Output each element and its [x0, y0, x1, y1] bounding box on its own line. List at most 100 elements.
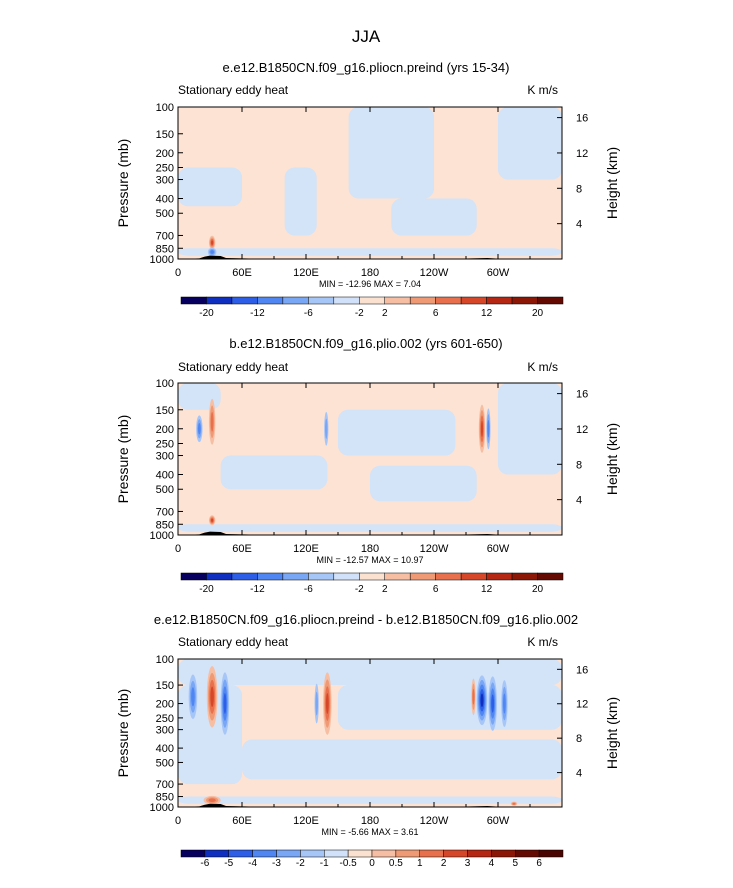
positive-anomaly	[480, 420, 484, 437]
colorbar-swatch	[491, 849, 516, 858]
x-tick-label: 180	[361, 267, 379, 279]
colorbar-swatch	[180, 296, 207, 305]
y-tick-label: 100	[156, 654, 174, 666]
colorbar-label: 6	[433, 584, 439, 595]
y-axis-title: Pressure (mb)	[115, 415, 131, 504]
colorbar-swatch	[308, 572, 335, 581]
negative-region	[284, 167, 317, 236]
x-tick-label: 120E	[293, 267, 319, 279]
height-tick-label: 4	[576, 495, 582, 507]
y-tick-label: 250	[156, 438, 174, 450]
y-tick-label: 400	[156, 470, 174, 482]
colorbar-swatch	[276, 849, 301, 858]
panel-left-label: Stationary eddy heat	[178, 360, 289, 374]
colorbar-label: -5	[224, 858, 233, 869]
panel-right-label: K m/s	[527, 635, 558, 649]
field	[178, 659, 562, 807]
x-tick-label: 60W	[487, 267, 510, 279]
height-tick-label: 12	[576, 148, 588, 160]
negative-region	[178, 524, 562, 532]
height-tick-label: 12	[576, 424, 588, 436]
x-tick-label: 60E	[232, 543, 252, 555]
colorbar-label: 6	[536, 858, 542, 869]
colorbar-swatch	[409, 572, 436, 581]
min-max-stats: MIN = -12.96 MAX = 7.04	[319, 279, 421, 289]
colorbar-swatch	[460, 572, 487, 581]
y-tick-label: 300	[156, 175, 174, 187]
y-tick-label: 850	[156, 519, 174, 531]
colorbar-swatch	[371, 849, 397, 858]
panel-left-label: Stationary eddy heat	[178, 83, 289, 97]
min-max-stats: MIN = -12.57 MAX = 10.97	[316, 555, 423, 565]
negative-anomaly	[191, 687, 195, 707]
colorbar-label: 2	[441, 858, 447, 869]
field	[178, 107, 562, 259]
y-axis-right-title: Height (km)	[604, 697, 620, 769]
colorbar: -6 -5 -4 -3 -2 -1 -0.5 0 0.5 1 2 3 4 5 6	[180, 849, 564, 869]
positive-anomaly	[325, 693, 329, 714]
negative-anomaly	[324, 418, 328, 439]
colorbar-swatch	[347, 849, 373, 858]
height-tick-label: 8	[576, 733, 582, 745]
height-tick-label: 12	[576, 699, 588, 711]
x-tick-label: 180	[361, 543, 379, 555]
colorbar-label: 5	[512, 858, 518, 869]
height-tick-label: 8	[576, 183, 582, 195]
colorbar-swatch	[486, 572, 513, 581]
colorbar-swatch	[228, 849, 253, 858]
panel-left-label: Stationary eddy heat	[178, 635, 289, 649]
colorbar-swatch	[395, 849, 420, 858]
height-tick-label: 8	[576, 459, 582, 471]
negative-region	[370, 465, 477, 502]
colorbar-swatch	[282, 572, 309, 581]
colorbar-swatch	[282, 296, 309, 305]
colorbar-swatch	[409, 296, 436, 305]
negative-region	[391, 198, 477, 236]
colorbar-label: 20	[532, 308, 544, 319]
y-tick-label: 700	[156, 506, 174, 518]
positive-anomaly	[512, 802, 516, 805]
y-tick-label: 150	[156, 680, 174, 692]
min-max-stats: MIN = -5.66 MAX = 3.61	[321, 827, 418, 837]
colorbar-label: -2	[355, 584, 364, 595]
x-tick-label: 120E	[293, 815, 319, 827]
positive-anomaly	[211, 240, 214, 245]
positive-anomaly	[211, 518, 214, 522]
positive-anomaly	[210, 686, 214, 708]
colorbar-swatch	[359, 572, 385, 581]
negative-region	[178, 659, 562, 686]
negative-region	[178, 248, 562, 256]
negative-anomaly	[503, 693, 506, 714]
y-tick-label: 100	[156, 378, 174, 390]
colorbar-label: 0	[369, 858, 375, 869]
colorbar-swatch	[300, 849, 325, 858]
negative-region	[338, 409, 456, 456]
colorbar-swatch	[206, 296, 233, 305]
x-tick-label: 60W	[487, 815, 510, 827]
colorbar-swatch	[537, 296, 564, 305]
colorbar-swatch	[537, 572, 564, 581]
colorbar-swatch	[333, 296, 360, 305]
colorbar-label: 1	[417, 858, 423, 869]
y-tick-label: 200	[156, 699, 174, 711]
y-tick-label: 150	[156, 129, 174, 141]
colorbar-swatch	[467, 849, 492, 858]
y-tick-label: 250	[156, 713, 174, 725]
y-tick-label: 700	[156, 230, 174, 242]
panel-title: e.e12.B1850CN.f09_g16.pliocn.preind - b.…	[154, 612, 578, 627]
colorbar-swatch	[324, 849, 349, 858]
panel-right-label: K m/s	[527, 360, 558, 374]
x-tick-label: 120W	[420, 815, 449, 827]
colorbar-swatch	[511, 572, 538, 581]
colorbar-swatch	[231, 572, 258, 581]
negative-region	[178, 383, 221, 410]
y-tick-label: 850	[156, 243, 174, 255]
y-axis-right-title: Height (km)	[604, 147, 620, 219]
negative-anomaly	[480, 693, 484, 708]
colorbar-swatch	[435, 296, 462, 305]
colorbar-label: 4	[489, 858, 495, 869]
colorbar-label: -0.5	[340, 858, 358, 869]
colorbar-swatch	[333, 572, 360, 581]
colorbar-swatch	[180, 572, 207, 581]
negative-anomaly	[223, 693, 227, 714]
